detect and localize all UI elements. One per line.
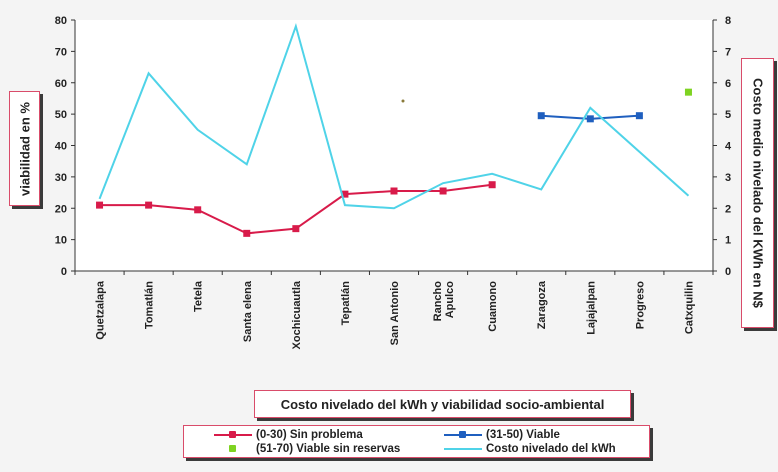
legend-item-viable-sin-reservas: (51-70) Viable sin reservas — [214, 443, 400, 455]
legend: (0-30) Sin problema (31-50) Viable (51-7… — [183, 425, 650, 458]
right-tick-label: 3 — [725, 172, 731, 184]
data-point-1-10 — [586, 115, 594, 123]
legend-swatch — [214, 444, 252, 454]
x-tick-label: Quetzalapa — [95, 280, 107, 340]
right-axis-label: Costo medio nivelado del KWh en N$ — [750, 78, 765, 308]
right-tick-label: 5 — [725, 109, 731, 121]
right-tick-label: 8 — [725, 15, 731, 27]
left-tick-label: 10 — [55, 235, 67, 247]
right-tick-label: 6 — [725, 78, 731, 90]
left-tick-label: 80 — [55, 15, 67, 27]
left-tick-label: 50 — [55, 109, 67, 121]
legend-swatch — [444, 430, 482, 440]
right-tick-label: 1 — [725, 235, 731, 247]
data-point-0-5 — [341, 190, 349, 198]
series-line-3 — [98, 22, 690, 210]
plot-area — [75, 20, 713, 271]
left-tick-label: 70 — [55, 46, 67, 58]
data-point-0-2 — [194, 206, 202, 214]
x-tick-label: Xochicuautla — [291, 280, 303, 349]
x-tick-label: Santa elena — [242, 280, 254, 342]
left-axis-label: viabilidad en % — [17, 101, 32, 196]
legend-item-viable: (31-50) Viable — [444, 429, 560, 441]
data-point-0-6 — [390, 187, 398, 195]
data-point-0-3 — [243, 229, 251, 237]
data-point-1-9 — [537, 112, 545, 120]
x-tick-label: San Antonio — [389, 281, 401, 346]
left-tick-label: 40 — [55, 141, 67, 153]
right-axis-label-box: Costo medio nivelado del KWh en N$ — [741, 58, 774, 328]
data-point-0-7 — [439, 187, 447, 195]
left-tick-label: 20 — [55, 203, 67, 215]
left-tick-label: 0 — [61, 266, 67, 278]
right-tick-label: 4 — [725, 141, 732, 153]
x-tick-label: Cuamono — [487, 281, 499, 332]
legend-item-sin-problema: (0-30) Sin problema — [214, 429, 363, 441]
right-tick-label: 2 — [725, 203, 731, 215]
x-tick-label: Tetela — [193, 280, 205, 312]
x-tick-label: Tepatlán — [340, 281, 352, 326]
legend-item-costo-nivelado: Costo nivelado del kWh — [444, 443, 616, 455]
data-point-0-1 — [145, 201, 153, 209]
legend-label: (51-70) Viable sin reservas — [256, 443, 401, 455]
legend-label: (31-50) Viable — [486, 429, 560, 441]
data-point-0-4 — [292, 225, 300, 233]
legend-swatch — [444, 444, 482, 454]
left-tick-label: 60 — [55, 78, 67, 90]
legend-label: (0-30) Sin problema — [256, 429, 363, 441]
chart-title: Costo nivelado del kWh y viabilidad soci… — [254, 390, 631, 418]
x-tick-label: Progreso — [634, 281, 646, 330]
x-tick-label: Zaragoza — [536, 280, 548, 329]
data-point-2-12 — [684, 88, 692, 96]
data-point-0-8 — [488, 181, 496, 189]
data-point-1-11 — [635, 112, 643, 120]
right-tick-label: 7 — [725, 46, 731, 58]
legend-label: Costo nivelado del kWh — [486, 443, 616, 455]
x-tick-label: Tomatlán — [144, 281, 156, 329]
data-point-0-0 — [96, 201, 104, 209]
legend-swatch — [214, 430, 252, 440]
right-tick-label: 0 — [725, 266, 731, 278]
left-axis-label-box: viabilidad en % — [9, 91, 40, 206]
x-tick-label: Lajajalpan — [585, 281, 597, 335]
x-tick-label: RanchoApulco — [432, 281, 456, 322]
x-tick-label: Catxquilin — [683, 281, 695, 334]
stray-dot — [401, 99, 405, 103]
left-tick-label: 30 — [55, 172, 67, 184]
